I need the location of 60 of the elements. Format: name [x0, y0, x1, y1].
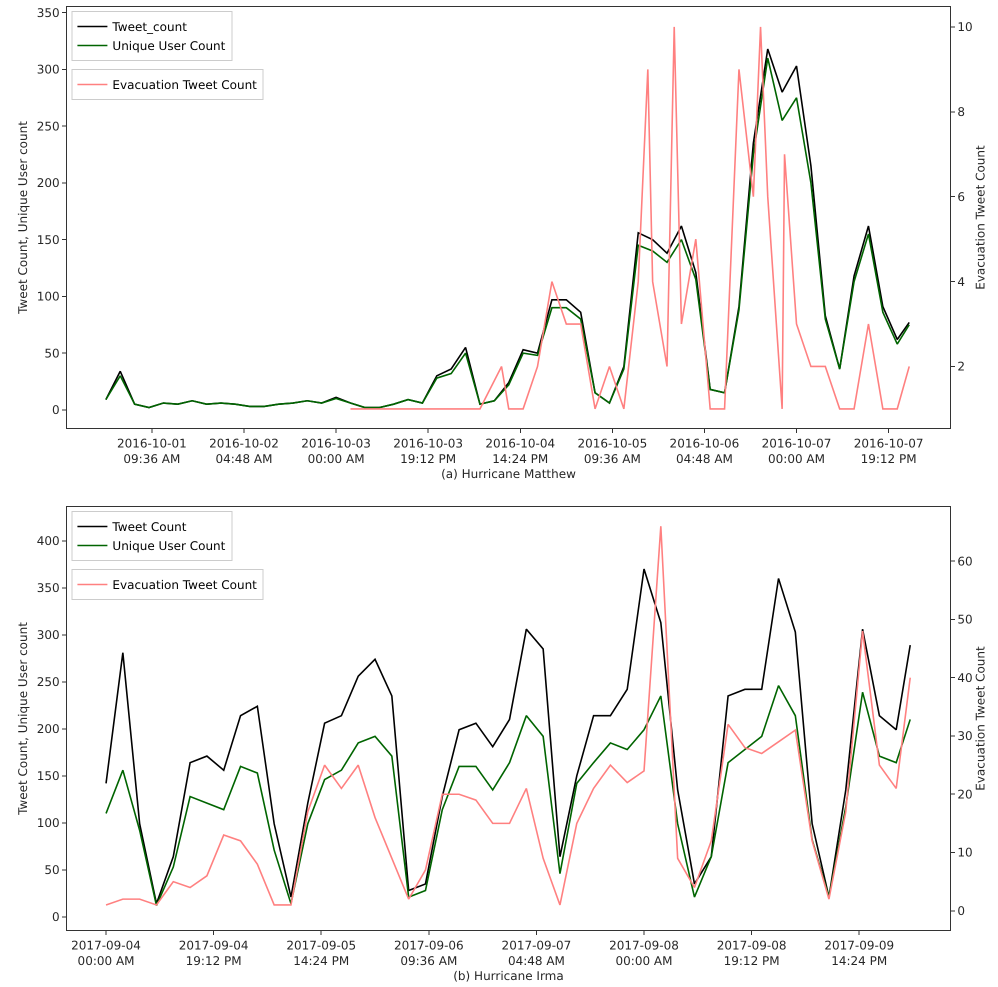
x-axis-title: (a) Hurricane Matthew [441, 466, 576, 481]
x-tick-label: 2016-10-01 09:36 AM [117, 436, 187, 466]
x-tick-label: 2016-10-07 19:12 PM [854, 436, 924, 466]
y2-tick-label: 40 [957, 670, 973, 685]
y-tick-label: 300 [36, 628, 60, 642]
y-tick-label: 150 [36, 769, 60, 784]
y2-axis-title: Evacuation Tweet Count [974, 144, 988, 290]
legend-label: Unique User Count [112, 539, 226, 554]
legend-label: Tweet Count [111, 520, 187, 534]
x-tick-label: 2016-10-06 04:48 AM [670, 436, 740, 466]
y2-tick-label: 30 [957, 729, 973, 744]
y2-axis-title: Evacuation Tweet Count [974, 646, 988, 791]
y-tick-label: 0 [52, 403, 60, 418]
y-tick-label: 200 [36, 176, 60, 190]
x-tick-label: 2016-10-05 09:36 AM [577, 436, 648, 466]
y2-tick-label: 4 [957, 274, 966, 289]
y2-tick-label: 2 [957, 360, 966, 374]
x-tick-label: 2016-10-03 19:12 PM [393, 436, 464, 466]
legend-label: Tweet_count [111, 20, 188, 34]
y-tick-label: 300 [36, 62, 60, 77]
y-tick-label: 200 [36, 722, 60, 736]
y-tick-label: 100 [36, 816, 60, 830]
y-tick-label: 400 [36, 534, 60, 548]
y-axis-title: Tweet Count, Unique User count [16, 120, 30, 315]
y2-tick-label: 50 [957, 612, 973, 627]
x-tick-label: 2017-09-05 14:24 PM [286, 938, 356, 968]
line-series [105, 684, 912, 906]
x-tick-label: 2016-10-04 14:24 PM [485, 436, 556, 466]
y-tick-label: 350 [36, 581, 60, 596]
y-tick-label: 350 [36, 6, 60, 20]
legend-label: Evacuation Tweet Count [112, 578, 258, 592]
y-tick-label: 250 [36, 675, 60, 690]
y2-tick-label: 60 [957, 554, 973, 568]
x-tick-label: 2016-10-02 04:48 AM [209, 436, 279, 466]
x-tick-label: 2017-09-08 00:00 AM [609, 938, 679, 968]
x-axis-title: (b) Hurricane Irma [453, 968, 564, 983]
x-tick-label: 2016-10-03 00:00 AM [301, 436, 371, 466]
y-tick-label: 250 [36, 119, 60, 134]
x-tick-label: 2017-09-07 04:48 AM [502, 938, 572, 968]
x-tick-label: 2017-09-04 19:12 PM [178, 938, 249, 968]
y2-tick-label: 0 [957, 904, 966, 918]
y2-tick-label: 10 [957, 20, 973, 34]
y2-tick-label: 20 [957, 787, 973, 802]
x-tick-label: 2016-10-07 00:00 AM [762, 436, 832, 466]
y-tick-label: 100 [36, 290, 60, 304]
x-tick-label: 2017-09-08 19:12 PM [716, 938, 786, 968]
y-tick-label: 50 [44, 863, 60, 878]
x-tick-label: 2017-09-09 14:24 PM [824, 938, 894, 968]
y2-tick-label: 10 [957, 846, 973, 860]
x-tick-label: 2017-09-04 00:00 AM [71, 938, 141, 968]
y2-tick-label: 8 [957, 105, 966, 120]
line-series [350, 26, 910, 410]
y-axis-title: Tweet Count, Unique User count [16, 622, 30, 816]
y-tick-label: 50 [44, 346, 60, 360]
y-tick-label: 150 [36, 232, 60, 247]
y2-tick-label: 6 [957, 190, 966, 204]
legend-label: Evacuation Tweet Count [112, 78, 258, 92]
legend-label: Unique User Count [112, 39, 226, 54]
y-tick-label: 0 [52, 910, 60, 924]
x-tick-label: 2017-09-06 09:36 AM [394, 938, 464, 968]
